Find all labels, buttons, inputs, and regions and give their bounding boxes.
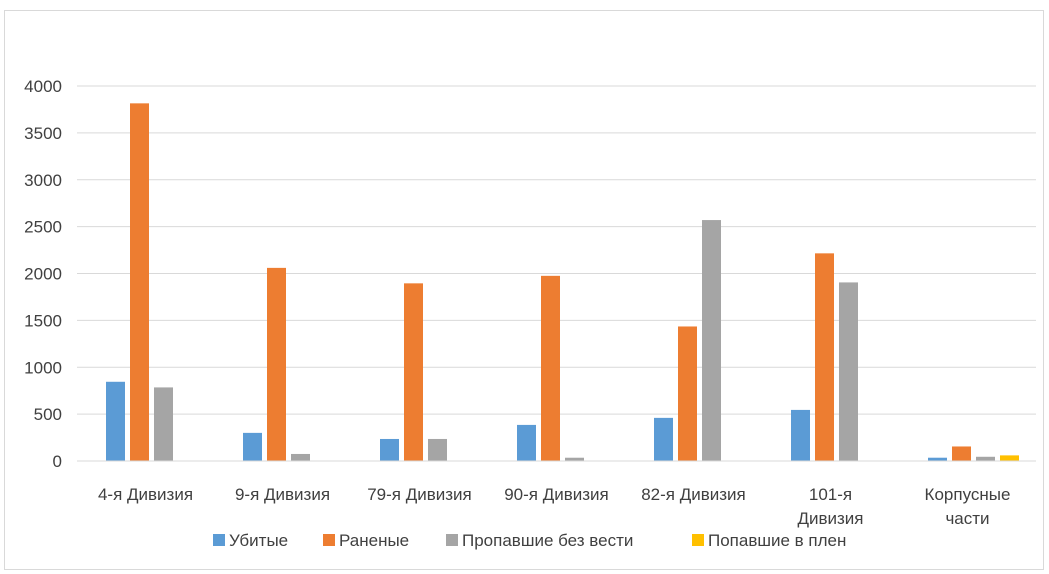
legend-label: Попавшие в плен: [708, 531, 846, 550]
bar-4-2: [702, 220, 721, 461]
x-tick-label-line: 79-я Дивизия: [367, 485, 472, 504]
y-tick-label: 3500: [24, 124, 62, 143]
y-tick-label: 4000: [24, 77, 62, 96]
y-tick-label: 1000: [24, 358, 62, 377]
legend-swatch: [323, 534, 335, 546]
bar-1-0: [243, 432, 262, 461]
y-tick-label: 3000: [24, 171, 62, 190]
x-tick-label-line: Дивизия: [797, 509, 863, 528]
y-tick-label: 2000: [24, 265, 62, 284]
bar-5-0: [791, 409, 810, 461]
legend-label: Раненые: [339, 531, 409, 550]
y-tick-label: 0: [53, 452, 62, 471]
x-tick-label: 90-я Дивизия: [504, 485, 609, 504]
x-axis-labels: 4-я Дивизия 9-я Дивизия 79-я Дивизия 90-я Д…: [98, 485, 1010, 528]
bar-6-0: [928, 457, 947, 461]
bar-4-1: [678, 326, 697, 461]
x-tick-label: 79-я Дивизия: [367, 485, 472, 504]
chart-frame: [4, 10, 1044, 570]
y-tick-label: 1500: [24, 311, 62, 330]
legend-label: Пропавшие без вести: [462, 531, 633, 550]
x-tick-label: 9-я Дивизия: [235, 485, 330, 504]
x-tick-label-line: 4-я Дивизия: [98, 485, 193, 504]
bar-3-2: [565, 457, 584, 461]
legend-label: Убитые: [229, 531, 288, 550]
x-tick-label-line: части: [945, 509, 989, 528]
bar-5-1: [815, 253, 834, 461]
bar-0-1: [130, 103, 149, 461]
bar-0-0: [106, 381, 125, 461]
x-tick-label-line: 101-я: [809, 485, 852, 504]
legend: Убитые Раненые Пропавшие без вести Попавшие…: [213, 531, 846, 550]
bar-3-1: [541, 275, 560, 461]
bar-4-0: [654, 417, 673, 461]
x-tick-label-line: 82-я Дивизия: [641, 485, 746, 504]
x-tick-label: 101-я Дивизия: [797, 485, 863, 528]
bar-6-3: [1000, 455, 1019, 461]
bar-2-0: [380, 438, 399, 461]
x-tick-label: 82-я Дивизия: [641, 485, 746, 504]
bar-1-1: [267, 267, 286, 461]
x-tick-label: Корпусные части: [925, 485, 1011, 528]
bar-0-2: [154, 387, 173, 461]
bars: [106, 103, 1019, 461]
x-tick-label: 4-я Дивизия: [98, 485, 193, 504]
y-axis-labels: 0 500 1000 1500 2000 2500 3000 3500 4000: [24, 77, 62, 471]
bar-3-0: [517, 424, 536, 461]
gridlines: [77, 85, 1036, 415]
bar-6-2: [976, 456, 995, 461]
legend-swatch: [692, 534, 704, 546]
y-tick-label: 2500: [24, 218, 62, 237]
x-tick-label-line: 90-я Дивизия: [504, 485, 609, 504]
bar-1-2: [291, 453, 310, 461]
legend-swatch: [213, 534, 225, 546]
legend-swatch: [446, 534, 458, 546]
y-tick-label: 500: [34, 405, 62, 424]
bar-5-2: [839, 282, 858, 461]
bar-2-1: [404, 283, 423, 461]
bar-6-1: [952, 446, 971, 461]
bar-2-2: [428, 438, 447, 461]
x-tick-label-line: Корпусные: [925, 485, 1011, 504]
x-tick-label-line: 9-я Дивизия: [235, 485, 330, 504]
